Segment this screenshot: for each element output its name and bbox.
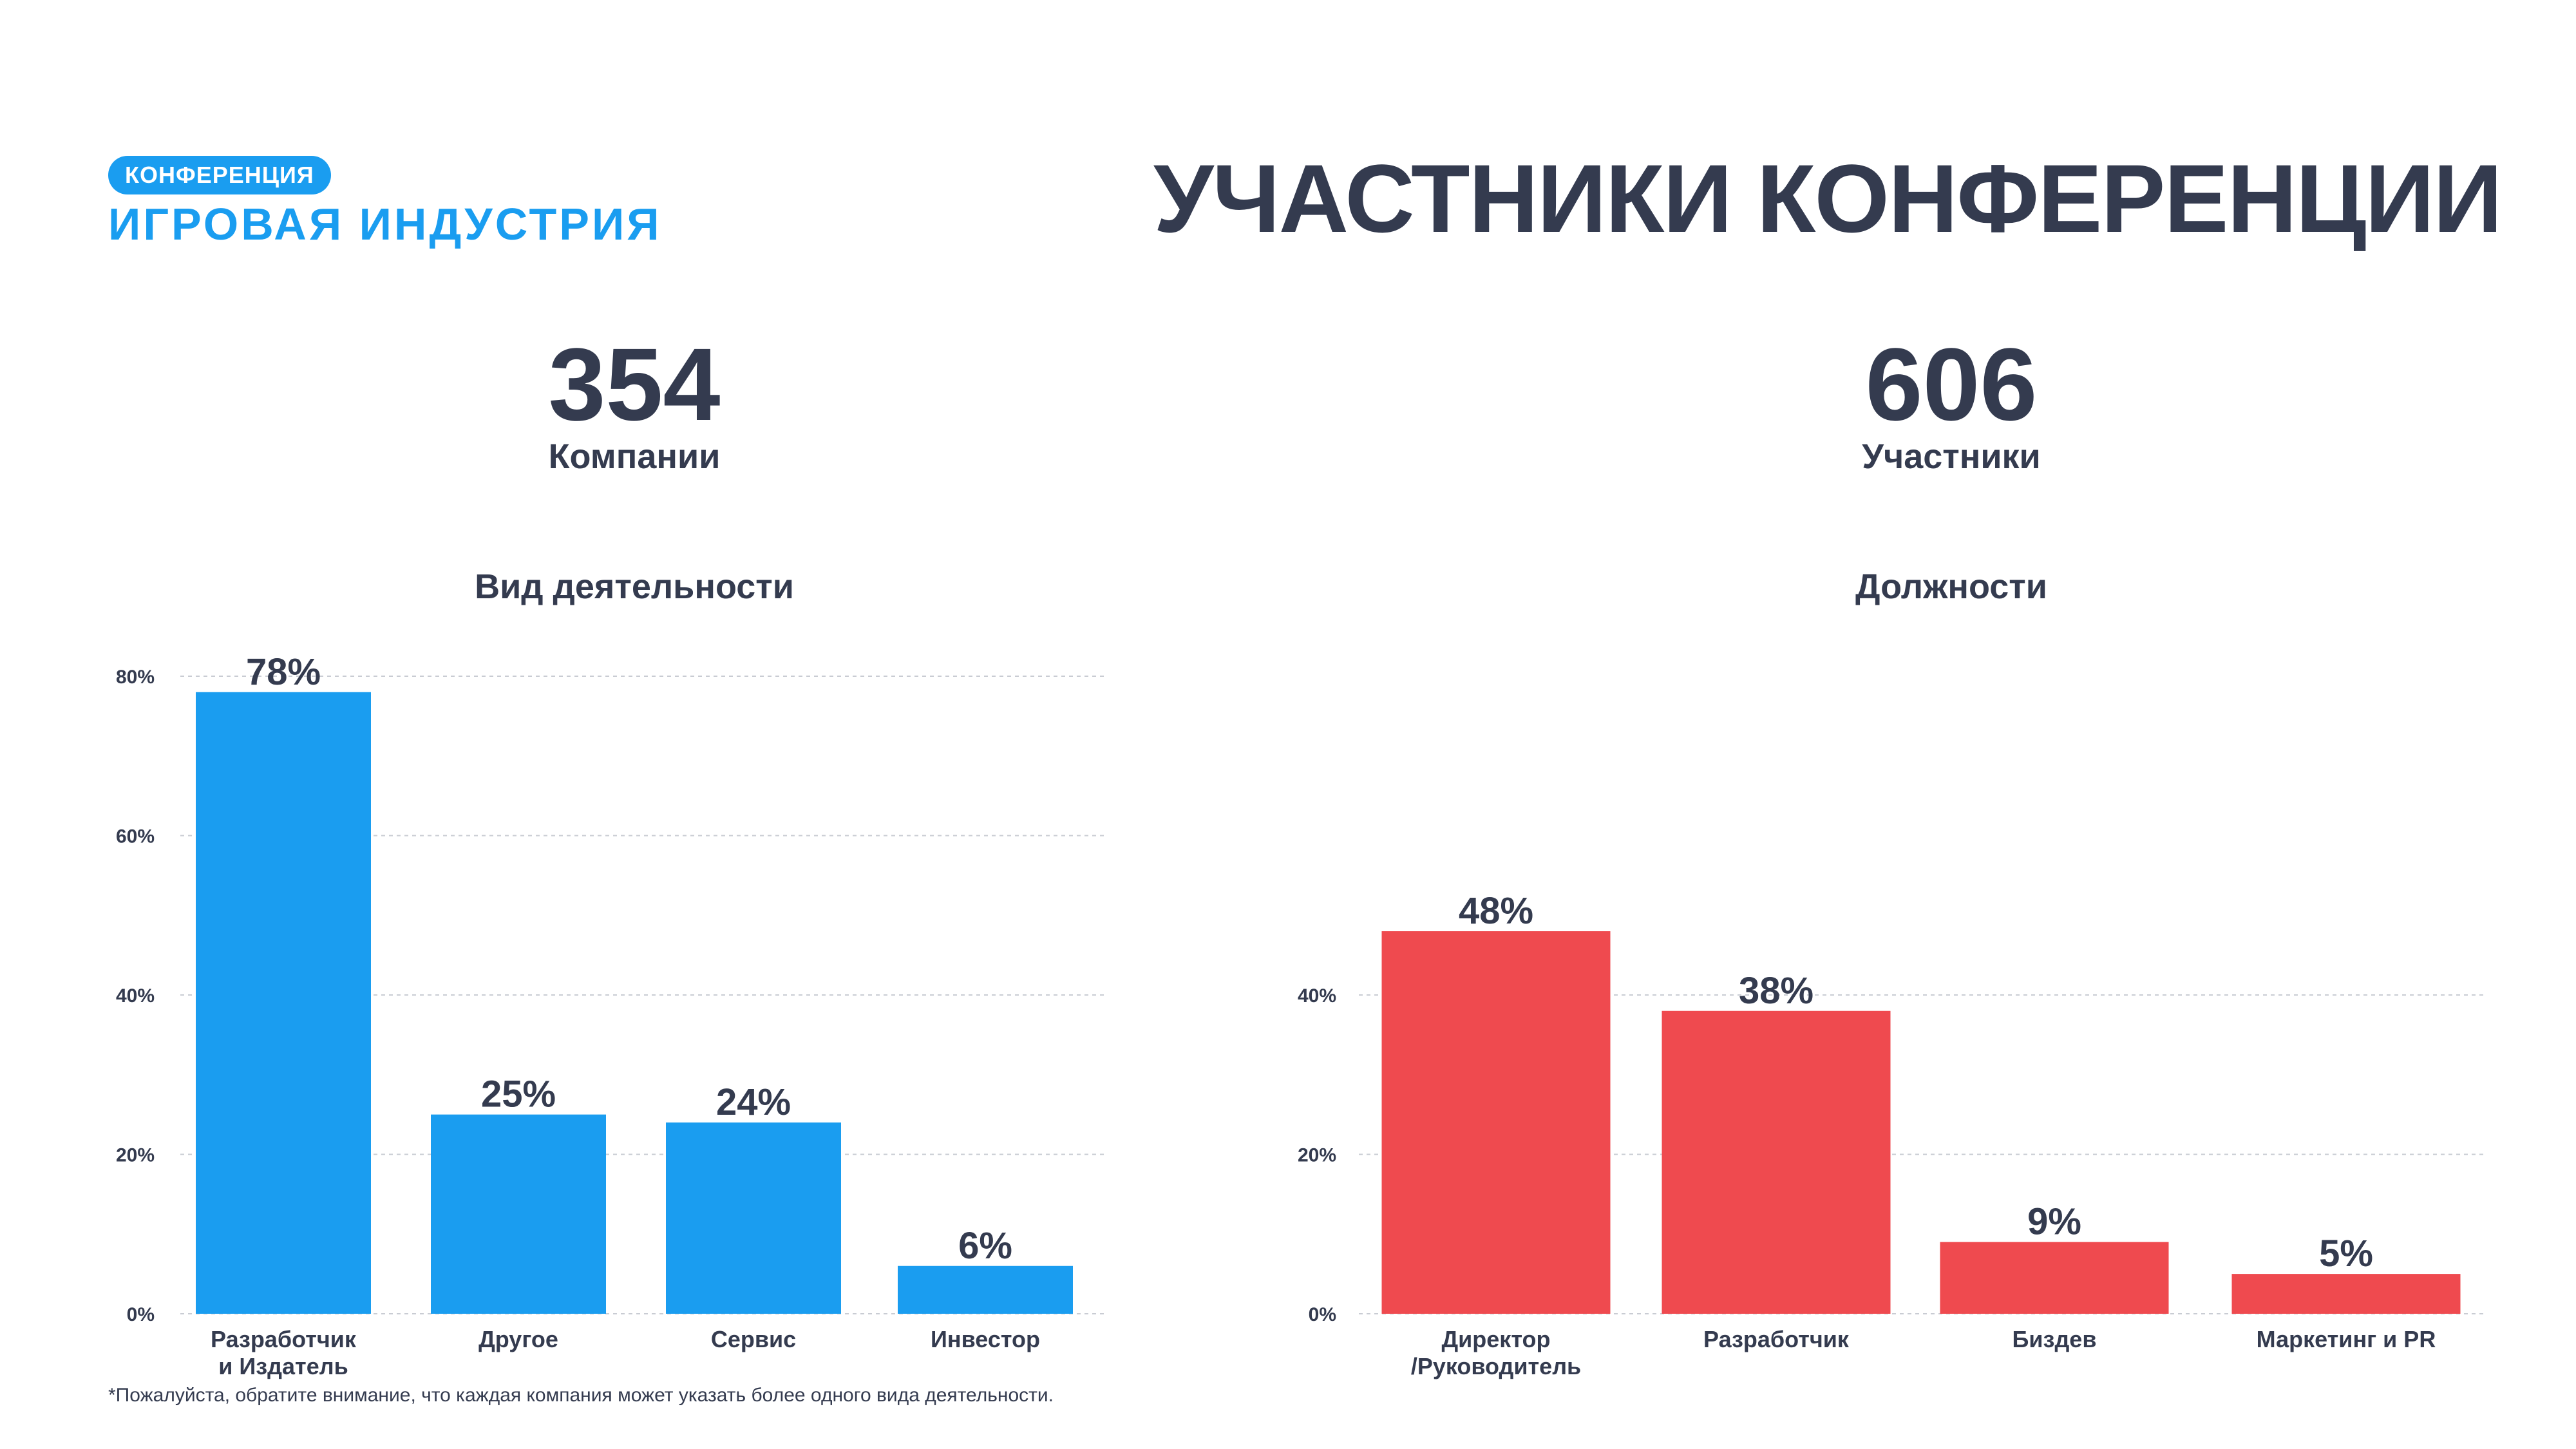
activity-data-label: 25%: [481, 1074, 556, 1115]
positions-bar: [1662, 1010, 1891, 1314]
logo-badge: КОНФЕРЕНЦИЯ: [108, 156, 331, 194]
chart-title-activity: Вид деятельности: [475, 567, 794, 606]
conference-logo: КОНФЕРЕНЦИЯ ИГРОВАЯ ИНДУСТРИЯ: [108, 156, 675, 252]
positions-bar: [1940, 1242, 2169, 1314]
activity-data-label: 24%: [716, 1081, 791, 1123]
stat-participants-label: Участники: [1862, 437, 2041, 476]
activity-ytick-label: 20%: [116, 1145, 155, 1166]
stat-companies-label: Компании: [548, 437, 721, 476]
positions-ytick-label: 20%: [1298, 1145, 1336, 1166]
positions-category-label: Маркетинг и PR: [2257, 1326, 2436, 1352]
positions-category-label: Разработчик: [1703, 1326, 1850, 1352]
activity-category-label: Инвестор: [931, 1326, 1040, 1352]
logo-name: ИГРОВАЯ ИНДУСТРИЯ: [108, 199, 662, 249]
activity-bar: [898, 1265, 1073, 1314]
positions-bar: [1381, 931, 1611, 1314]
stat-participants: 606 Участники: [1694, 330, 2209, 479]
activity-ytick-label: 60%: [116, 826, 155, 848]
positions-ytick-label: 0%: [1309, 1304, 1336, 1325]
positions-data-label: 48%: [1459, 890, 1533, 932]
positions-data-label: 9%: [2027, 1201, 2081, 1243]
positions-ytick-label: 40%: [1298, 985, 1336, 1007]
activity-ytick-label: 80%: [116, 667, 155, 688]
positions-category-label: Биздев: [2012, 1326, 2097, 1352]
positions-data-label: 5%: [2319, 1233, 2373, 1274]
activity-data-label: 78%: [246, 651, 321, 693]
activity-bar: [431, 1114, 606, 1314]
activity-bar: [196, 692, 371, 1314]
stat-participants-value: 606: [1865, 327, 2038, 442]
stat-companies-value: 354: [548, 327, 721, 442]
activity-category-label: Другое: [478, 1326, 558, 1352]
activity-category-label: и Издатель: [218, 1353, 348, 1379]
footnote: *Пожалуйста, обратите внимание, что кажд…: [108, 1385, 1054, 1406]
activity-category-label: Разработчик: [211, 1326, 357, 1352]
positions-bar: [2231, 1274, 2461, 1314]
positions-category-label: Директор: [1442, 1326, 1551, 1352]
activity-data-label: 6%: [958, 1225, 1012, 1267]
activity-bar: [666, 1122, 841, 1314]
activity-ytick-label: 0%: [127, 1304, 155, 1325]
activity-ytick-label: 40%: [116, 985, 155, 1007]
positions-category-label: /Руководитель: [1411, 1353, 1581, 1379]
chart-title-positions: Должности: [1855, 567, 2047, 606]
activity-category-label: Сервис: [711, 1326, 796, 1352]
page-title: УЧАСТНИКИ КОНФЕРЕНЦИИ: [1153, 144, 2503, 252]
positions-data-label: 38%: [1739, 970, 1814, 1012]
stat-companies: 354 Компании: [377, 330, 892, 479]
